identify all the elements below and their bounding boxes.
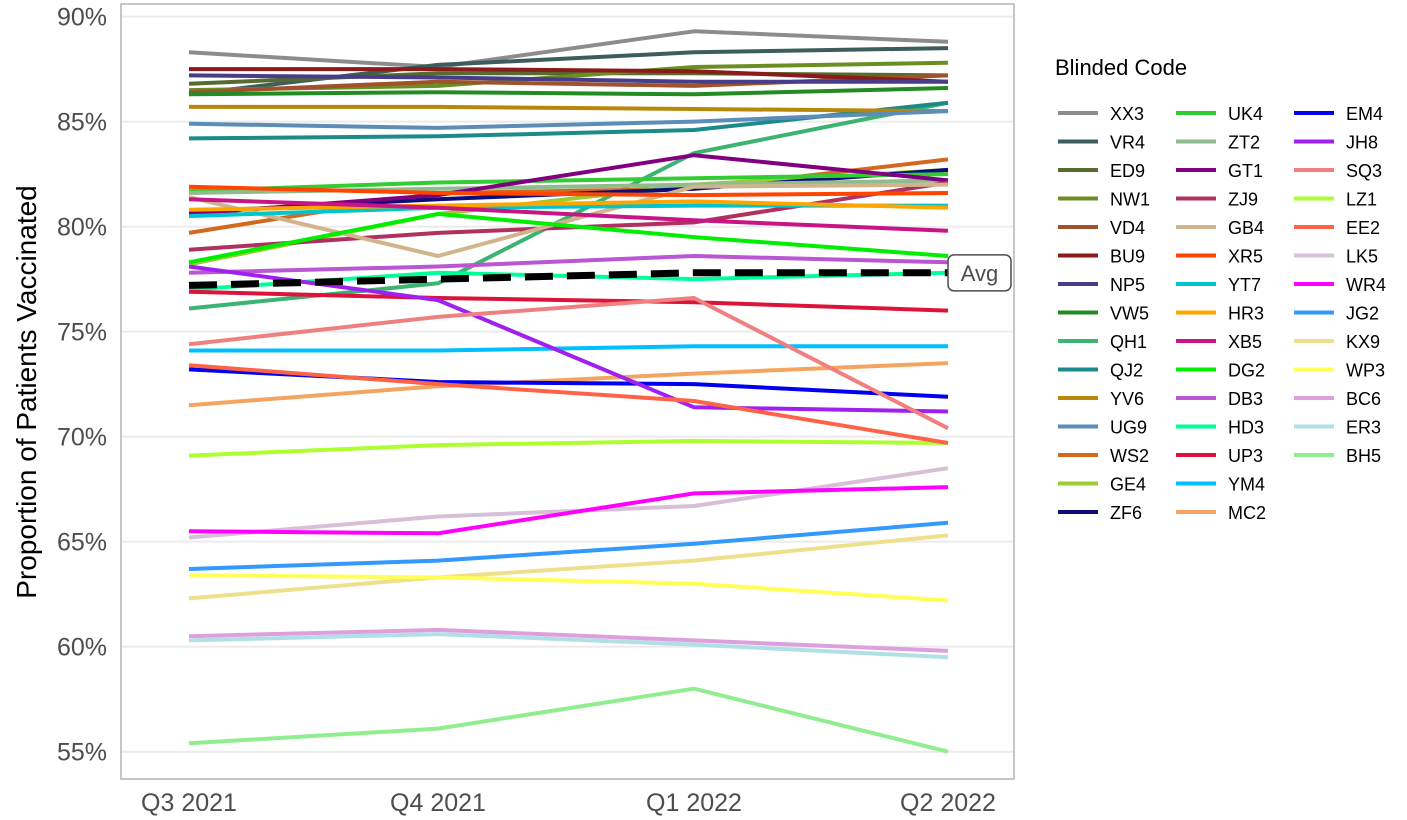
legend-label-ed9: ED9 bbox=[1110, 161, 1145, 181]
y-tick-label: 85% bbox=[57, 109, 107, 137]
legend-label-yt7: YT7 bbox=[1228, 275, 1261, 295]
legend-label-xr5: XR5 bbox=[1228, 247, 1263, 267]
series-line-xb5 bbox=[188, 197, 949, 233]
plot-panel-border bbox=[120, 3, 1015, 780]
legend-title: Blinded Code bbox=[1055, 55, 1187, 80]
series-line-np5 bbox=[188, 73, 948, 84]
legend-label-er3: ER3 bbox=[1346, 418, 1381, 438]
legend-label-lz1: LZ1 bbox=[1346, 190, 1377, 210]
legend-label-zf6: ZF6 bbox=[1110, 503, 1142, 523]
series-line-xx3 bbox=[188, 29, 949, 69]
x-axis-ticks: Q3 2021 Q4 2021 Q1 2022 Q2 2022 bbox=[141, 789, 996, 817]
legend-label-bu9: BU9 bbox=[1110, 247, 1145, 267]
average-label-box bbox=[947, 254, 1012, 292]
series-line-jg2 bbox=[188, 520, 949, 571]
y-tick-label: 70% bbox=[57, 424, 107, 452]
series-line-wr4 bbox=[188, 485, 949, 536]
legend-label-ws2: WS2 bbox=[1110, 446, 1149, 466]
legend-label-nw1: NW1 bbox=[1110, 190, 1150, 210]
legend-label-lk5: LK5 bbox=[1346, 247, 1378, 267]
series-line-jh8 bbox=[188, 264, 949, 414]
series-line-hr3 bbox=[188, 199, 949, 212]
y-tick-label: 75% bbox=[57, 319, 107, 347]
series-line-lz1 bbox=[188, 438, 949, 458]
series-line-yv6 bbox=[189, 104, 949, 114]
series-line-db3 bbox=[188, 254, 949, 275]
legend-label-zt2: ZT2 bbox=[1228, 133, 1260, 153]
legend-label-up3: UP3 bbox=[1228, 446, 1263, 466]
series-line-gb4 bbox=[188, 182, 949, 258]
legend-label-vw5: VW5 bbox=[1110, 304, 1149, 324]
legend-label-sq3: SQ3 bbox=[1346, 161, 1382, 181]
average-label: Avg bbox=[961, 261, 999, 286]
legend-label-qh1: QH1 bbox=[1110, 332, 1147, 352]
legend-label-ym4: YM4 bbox=[1228, 475, 1265, 495]
series-line-xr5 bbox=[188, 184, 949, 198]
legend-label-yv6: YV6 bbox=[1110, 389, 1144, 409]
series-line-kx9 bbox=[188, 533, 949, 601]
series-line-dg2 bbox=[188, 212, 949, 265]
legend: Blinded Code XX3 VR4 ED9 NW1 VD4 BU9 NP5 VW5 QH1… bbox=[1055, 55, 1386, 523]
series-line-bc6 bbox=[188, 627, 949, 653]
series-lines bbox=[188, 29, 949, 754]
y-tick-label: 90% bbox=[57, 4, 107, 32]
legend-label-dg2: DG2 bbox=[1228, 361, 1265, 381]
legend-label-mc2: MC2 bbox=[1228, 503, 1266, 523]
legend-label-xb5: XB5 bbox=[1228, 332, 1262, 352]
legend-label-qj2: QJ2 bbox=[1110, 361, 1143, 381]
y-tick-label: 55% bbox=[57, 739, 107, 767]
legend-label-uk4: UK4 bbox=[1228, 104, 1263, 124]
legend-label-hr3: HR3 bbox=[1228, 304, 1264, 324]
y-tick-label: 60% bbox=[57, 634, 107, 662]
average-line-layer: Avg bbox=[188, 254, 1012, 292]
x-tick-label: Q1 2022 bbox=[646, 789, 742, 817]
series-line-wp3 bbox=[188, 573, 949, 603]
series-line-sq3 bbox=[188, 296, 949, 431]
y-axis-ticks: 55% 60% 65% 70% 75% 80% 85% 90% bbox=[57, 4, 107, 767]
legend-label-gt1: GT1 bbox=[1228, 161, 1263, 181]
series-line-ym4 bbox=[189, 344, 948, 353]
legend-label-ee2: EE2 bbox=[1346, 218, 1380, 238]
legend-label-hd3: HD3 bbox=[1228, 418, 1264, 438]
legend-label-bc6: BC6 bbox=[1346, 389, 1381, 409]
legend-label-np5: NP5 bbox=[1110, 275, 1145, 295]
series-line-ug9 bbox=[188, 109, 949, 130]
legend-label-bh5: BH5 bbox=[1346, 446, 1381, 466]
series-line-lk5 bbox=[188, 466, 949, 540]
legend-label-jh8: JH8 bbox=[1346, 133, 1378, 153]
legend-label-db3: DB3 bbox=[1228, 389, 1263, 409]
y-axis-label: Proportion of Patients Vaccinated bbox=[11, 185, 42, 599]
legend-label-vd4: VD4 bbox=[1110, 218, 1145, 238]
series-line-vw5 bbox=[188, 86, 949, 97]
y-tick-label: 80% bbox=[57, 214, 107, 242]
series-line-ed9 bbox=[188, 71, 949, 86]
legend-label-kx9: KX9 bbox=[1346, 332, 1380, 352]
legend-label-zj9: ZJ9 bbox=[1228, 190, 1258, 210]
series-line-bh5 bbox=[188, 686, 949, 754]
series-line-up3 bbox=[188, 289, 949, 313]
legend-label-em4: EM4 bbox=[1346, 104, 1383, 124]
legend-label-vr4: VR4 bbox=[1110, 133, 1145, 153]
legend-label-gb4: GB4 bbox=[1228, 218, 1264, 238]
legend-label-xx3: XX3 bbox=[1110, 104, 1144, 124]
average-line bbox=[188, 269, 948, 289]
legend-label-wr4: WR4 bbox=[1346, 275, 1386, 295]
series-line-bu9 bbox=[189, 67, 949, 84]
series-line-zj9 bbox=[188, 180, 949, 252]
legend-label-jg2: JG2 bbox=[1346, 304, 1379, 324]
series-line-ee2 bbox=[188, 363, 949, 445]
x-tick-label: Q2 2022 bbox=[900, 789, 996, 817]
series-line-uk4 bbox=[188, 172, 949, 193]
legend-label-ge4: GE4 bbox=[1110, 475, 1146, 495]
legend-label-ug9: UG9 bbox=[1110, 418, 1147, 438]
y-tick-label: 65% bbox=[57, 529, 107, 557]
series-line-er3 bbox=[188, 632, 949, 660]
x-tick-label: Q3 2021 bbox=[141, 789, 237, 817]
x-tick-label: Q4 2021 bbox=[390, 789, 486, 817]
legend-label-wp3: WP3 bbox=[1346, 361, 1385, 381]
series-line-mc2 bbox=[188, 361, 949, 408]
